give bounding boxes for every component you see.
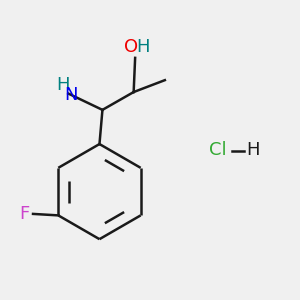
Text: H: H — [136, 38, 150, 56]
Text: Cl: Cl — [209, 141, 227, 159]
Text: O: O — [124, 38, 138, 56]
Text: H: H — [247, 141, 260, 159]
Text: H: H — [56, 76, 70, 94]
Text: F: F — [19, 205, 29, 223]
Text: N: N — [64, 86, 77, 104]
